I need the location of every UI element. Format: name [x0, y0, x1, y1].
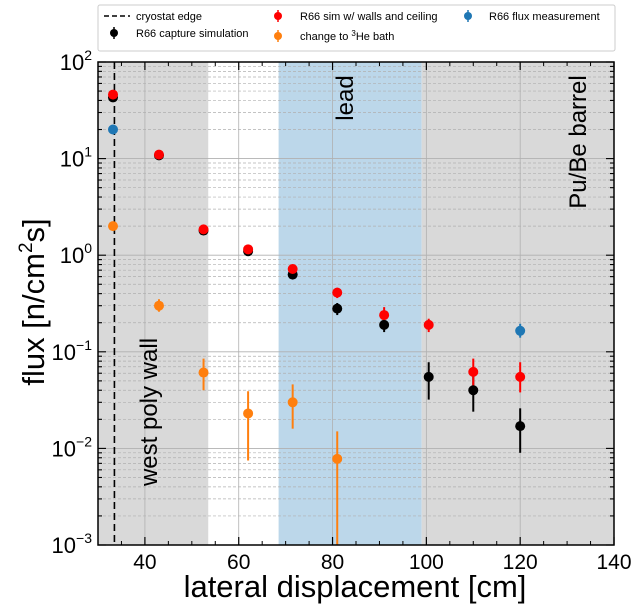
capture-point-8 — [468, 385, 479, 396]
y-axis-label-main: flux [n/cm — [16, 253, 51, 386]
region-band-2 — [421, 62, 614, 545]
bath-point-5 — [332, 453, 343, 464]
x-tick-label-3: 100 — [409, 551, 444, 574]
y-tick-label-4: 101 — [60, 144, 92, 172]
capture-point-5 — [332, 303, 343, 314]
bath-point-3 — [243, 408, 254, 419]
y-tick-label-2: 10−1 — [52, 337, 93, 365]
region-label-1: lead — [332, 75, 359, 120]
y-tick-label-3: 100 — [60, 240, 92, 268]
capture-point-6 — [379, 319, 390, 330]
bath-point-4 — [287, 397, 298, 408]
legend-capture-swatch — [110, 27, 118, 39]
x-tick-label-5: 140 — [596, 551, 631, 574]
legend-bath-label: change to 3He bath — [300, 29, 394, 43]
region-band-0 — [98, 62, 209, 545]
legend-bath-swatch — [274, 30, 282, 42]
y-tick-label-0: 10−3 — [52, 530, 93, 558]
x-tick-label-1: 60 — [227, 551, 250, 574]
region-band-1 — [278, 62, 422, 545]
sim-point-5 — [332, 287, 343, 298]
y-tick-label-1: 10−2 — [52, 433, 93, 461]
capture-point-7 — [423, 371, 434, 382]
bath-point-0 — [108, 221, 119, 232]
shaded-regions — [98, 62, 614, 545]
sim-point-4 — [287, 263, 298, 274]
measurement-point-1 — [515, 325, 526, 336]
y-tick-labels: 10−3 10−2 10−1 100 101 102 — [52, 47, 93, 558]
x-tick-label-4: 120 — [503, 551, 538, 574]
region-label-2: Pu/Be barrel — [565, 75, 592, 208]
sim-point-8 — [468, 366, 479, 377]
legend-bath-sup: 3 — [351, 29, 356, 38]
legend-bath-prefix: change to — [300, 31, 351, 43]
sim-point-2 — [198, 224, 209, 235]
measurement-point-0 — [108, 124, 119, 135]
x-axis-label: lateral displacement [cm] — [184, 569, 527, 604]
sim-point-3 — [243, 244, 254, 255]
sim-point-9 — [515, 371, 526, 382]
legend-sim-label: R66 sim w/ walls and ceiling — [300, 11, 438, 23]
sim-point-6 — [379, 310, 390, 321]
legend-measurement-swatch — [464, 10, 472, 22]
data-markers — [108, 89, 526, 464]
x-tick-label-2: 80 — [321, 551, 344, 574]
y-axis-label-end: s] — [16, 218, 51, 242]
sim-point-7 — [423, 319, 434, 330]
legend-cryostat-label: cryostat edge — [136, 11, 202, 23]
region-labels: west poly wall lead Pu/Be barrel — [136, 75, 592, 487]
legend-bath-suffix: He bath — [356, 31, 395, 43]
sim-point-1 — [153, 149, 164, 160]
legend-capture-label: R66 capture simulation — [136, 28, 249, 40]
y-tick-label-5: 102 — [60, 47, 92, 75]
sim-point-0 — [108, 89, 119, 100]
legend-sim-swatch — [274, 10, 282, 22]
axis-ticks — [97, 61, 615, 546]
capture-point-9 — [515, 421, 526, 432]
y-axis-label-sup: 2 — [16, 242, 37, 253]
region-label-0: west poly wall — [136, 338, 163, 487]
bath-point-1 — [153, 300, 164, 311]
y-axis-label: flux [n/cm2s] — [16, 218, 51, 385]
legend: cryostat edge R66 capture simulation R66… — [97, 4, 616, 52]
x-tick-label-0: 40 — [133, 551, 156, 574]
legend-measurement-label: R66 flux measurement — [489, 11, 600, 23]
legend-frame — [97, 4, 616, 52]
x-tick-labels: 40 60 80 100 120 140 — [133, 551, 631, 574]
bath-point-2 — [198, 367, 209, 378]
